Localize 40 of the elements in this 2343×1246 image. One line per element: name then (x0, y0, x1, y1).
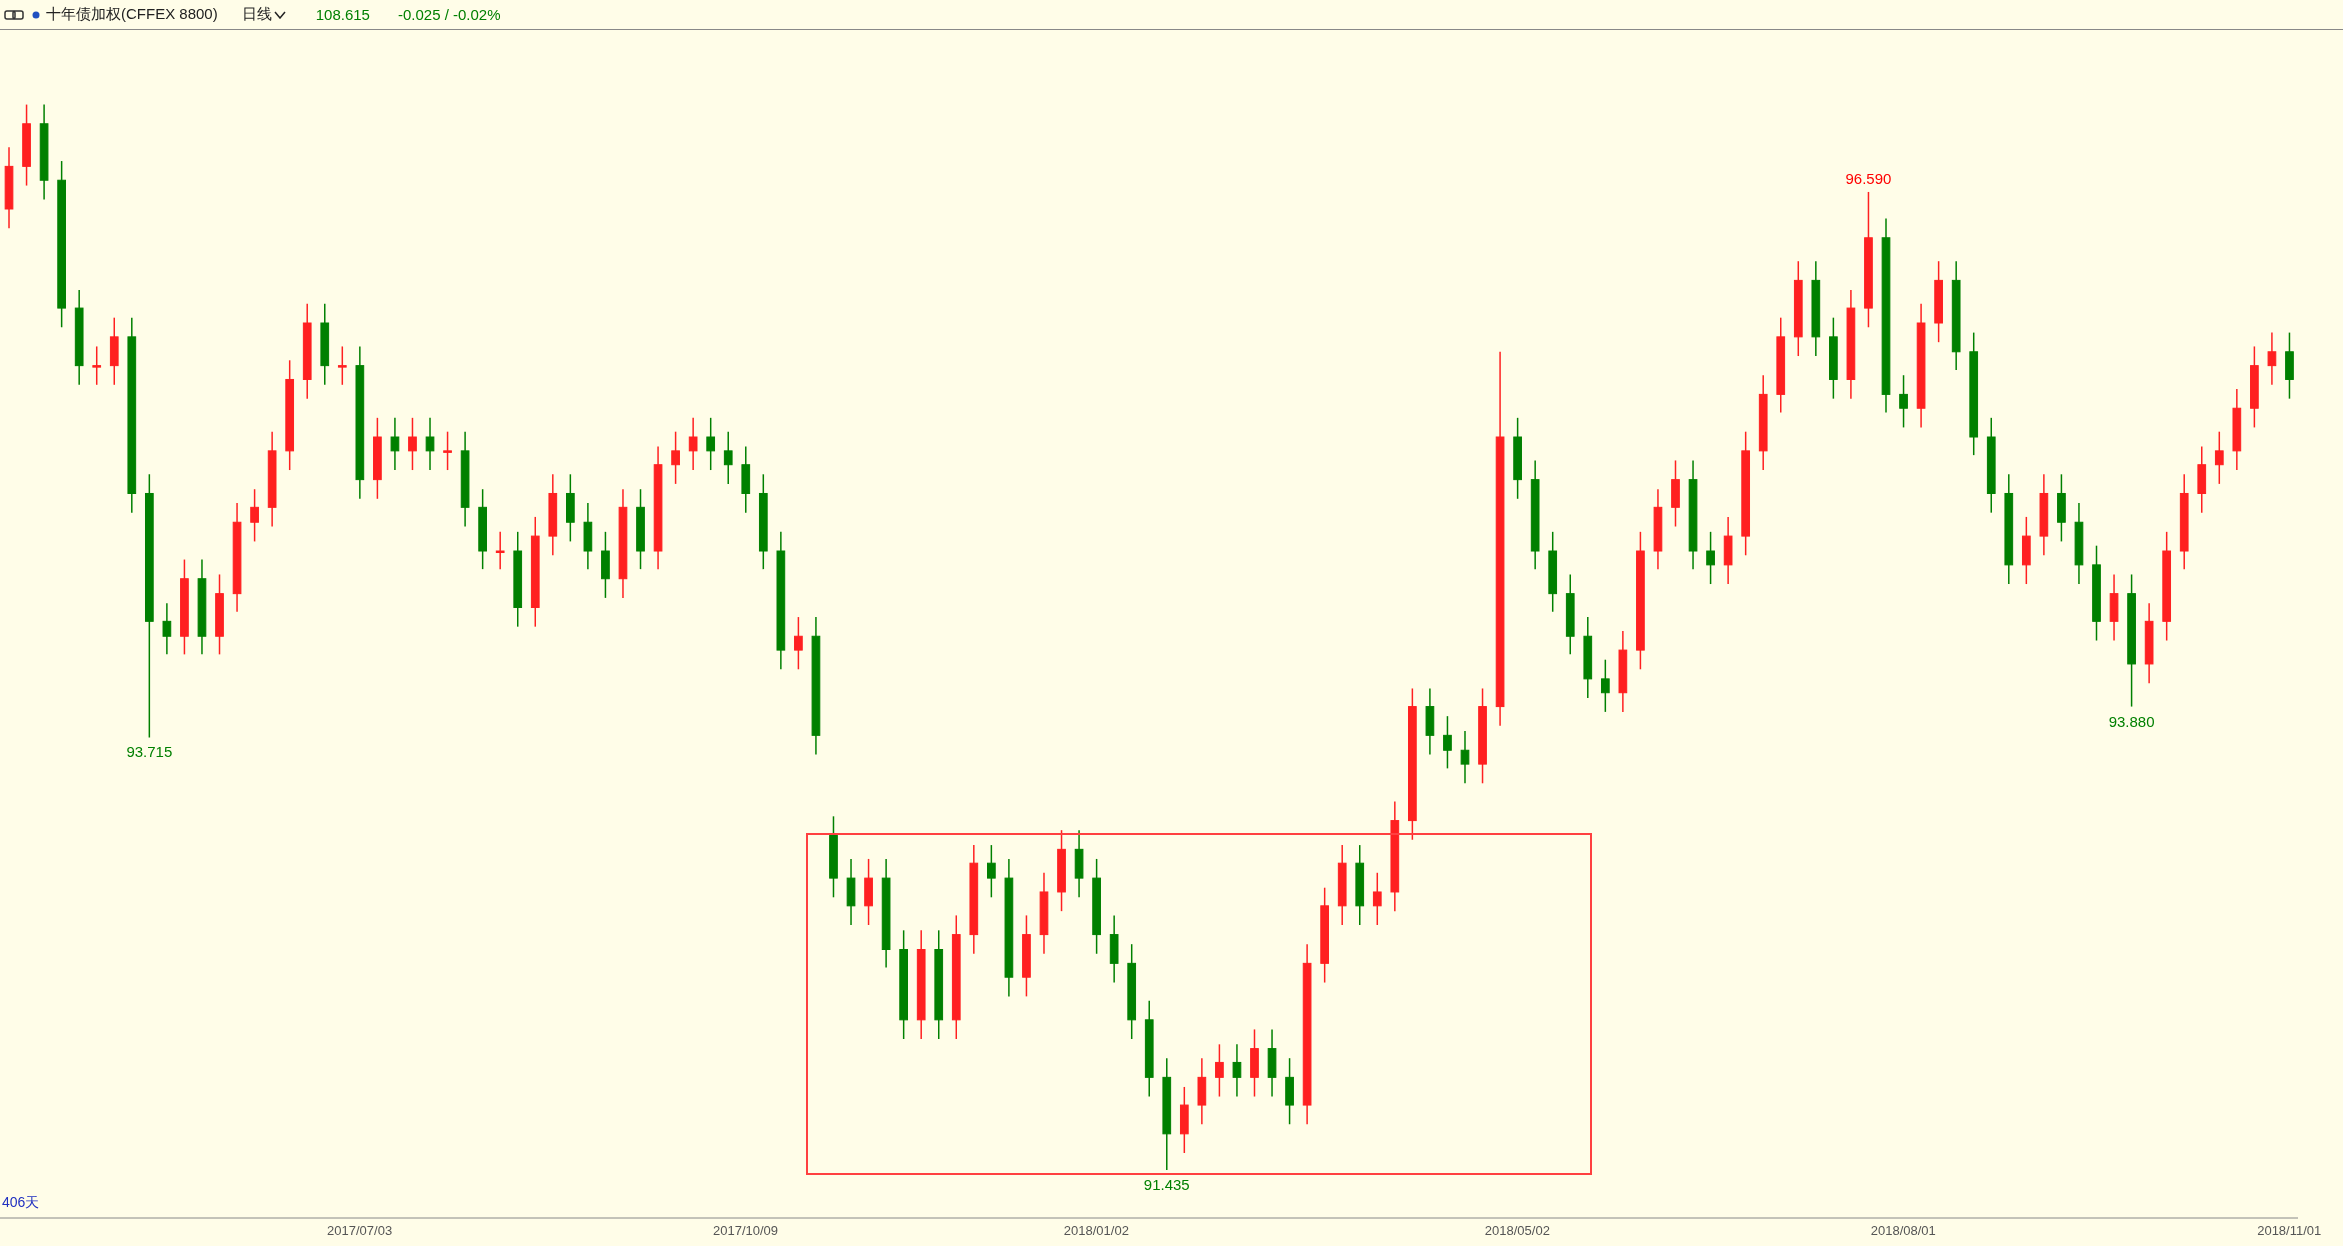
candlestick (1215, 1043, 1224, 1098)
x-tick-label: 2017/07/03 (327, 1223, 393, 1239)
x-tick-label: 2018/11/01 (2257, 1223, 2322, 1239)
candlestick (495, 531, 505, 570)
x-tick-label: 2018/05/02 (1484, 1223, 1550, 1239)
annotation: 96.590 (1845, 169, 1892, 187)
candlestick (723, 430, 733, 485)
candlestick (1460, 730, 1470, 785)
candlestick (408, 417, 417, 471)
chart-subtitle: 日线 (241, 5, 272, 24)
text: 108.615 (315, 6, 370, 23)
candlestick (987, 844, 996, 899)
annotation: 93.880 (2108, 712, 2155, 730)
x-tick-label: 2018/01/02 (1063, 1223, 1129, 1239)
text: 406天 (2, 1194, 40, 1212)
candlestick (2267, 331, 2277, 386)
x-tick-label: 2018/08/01 (1870, 1223, 1936, 1239)
candlestick (1443, 715, 1452, 770)
candlestick (688, 417, 698, 471)
candlestick (1232, 1043, 1242, 1098)
candlestick (443, 430, 452, 471)
text: -0.025 / -0.02% (397, 6, 501, 23)
candlestick (671, 430, 680, 485)
chart-title: 十年债加权(CFFEX 8800) (46, 5, 218, 24)
candlestick (706, 417, 716, 471)
candlestick (92, 345, 102, 386)
x-tick-label: 2017/10/09 (713, 1223, 779, 1239)
text: 91.435 (1143, 1176, 1190, 1194)
candlestick (1706, 531, 1715, 585)
candlestick (1372, 872, 1382, 926)
candlestick (2214, 430, 2224, 485)
candlestick (425, 417, 435, 471)
candlestick (794, 616, 803, 671)
candlestick (162, 602, 172, 656)
candlestick (1899, 374, 1908, 429)
candlestick (390, 417, 400, 471)
candlestick (1600, 658, 1610, 713)
candlestick (250, 488, 259, 543)
candlestick (337, 345, 347, 386)
annotation: 93.715 (126, 743, 173, 761)
